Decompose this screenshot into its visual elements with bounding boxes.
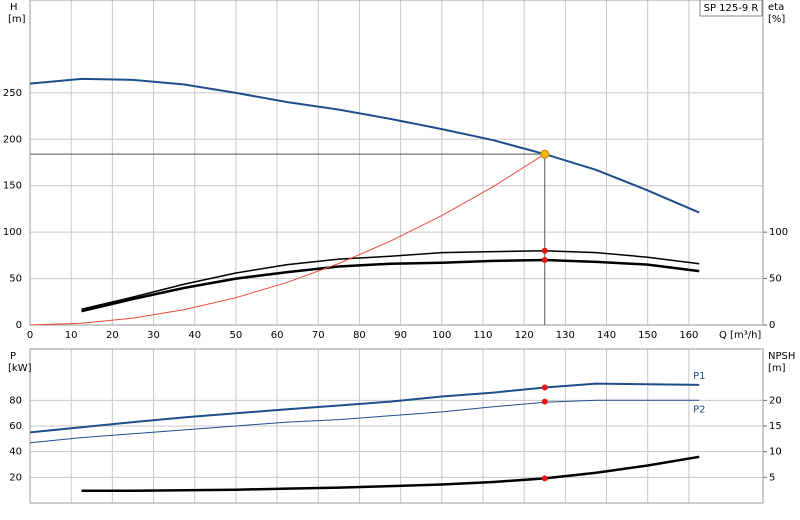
y2-tick-label: 20 bbox=[769, 395, 782, 406]
y-tick-label: 80 bbox=[9, 395, 22, 406]
x-axis-label: Q [m³/h] bbox=[719, 330, 761, 341]
x-tick-label: 80 bbox=[353, 330, 366, 341]
operating-point bbox=[541, 247, 548, 254]
y2-tick-label: 5 bbox=[769, 472, 775, 483]
y2-tick-label: 10 bbox=[769, 447, 782, 458]
y-tick-label: 0 bbox=[16, 320, 22, 331]
x-tick-label: 70 bbox=[312, 330, 325, 341]
x-tick-label: 130 bbox=[556, 330, 575, 341]
curve bbox=[81, 455, 700, 492]
x-tick-label: 100 bbox=[432, 330, 451, 341]
x-tick-label: 140 bbox=[597, 330, 616, 341]
curve bbox=[81, 249, 700, 310]
y-tick-label: 250 bbox=[3, 88, 22, 99]
x-tick-label: 40 bbox=[188, 330, 201, 341]
operating-point bbox=[541, 475, 548, 482]
x-tick-label: 20 bbox=[106, 330, 119, 341]
y-tick-label: 150 bbox=[3, 181, 22, 192]
operating-point bbox=[541, 257, 548, 263]
y-axis-label: H bbox=[10, 2, 18, 13]
y2-axis-label: eta bbox=[768, 2, 784, 13]
y-tick-label: 20 bbox=[9, 472, 22, 483]
x-tick-label: 50 bbox=[230, 330, 243, 341]
series-label: P1 bbox=[693, 371, 705, 382]
y2-tick-label: 50 bbox=[769, 274, 782, 285]
plot-frame bbox=[29, 0, 764, 326]
y-tick-label: 50 bbox=[9, 274, 22, 285]
chart-title: SP 125-9 R bbox=[704, 3, 759, 14]
operating-point bbox=[541, 398, 548, 405]
y2-tick-label: 100 bbox=[769, 227, 788, 238]
y2-axis-label: NPSH bbox=[768, 351, 795, 362]
y-axis-unit: [m] bbox=[8, 14, 26, 25]
title-box bbox=[699, 0, 763, 17]
curve bbox=[81, 258, 700, 313]
series-label: P2 bbox=[693, 404, 705, 415]
curve bbox=[29, 382, 700, 434]
operating-point bbox=[541, 384, 548, 391]
curve bbox=[29, 399, 700, 444]
y-tick-label: 100 bbox=[3, 227, 22, 238]
y-tick-label: 60 bbox=[9, 421, 22, 432]
x-tick-label: 60 bbox=[271, 330, 284, 341]
x-tick-label: 10 bbox=[65, 330, 78, 341]
x-tick-label: 90 bbox=[394, 330, 407, 341]
y2-tick-label: 0 bbox=[769, 320, 775, 331]
x-tick-label: 110 bbox=[473, 330, 492, 341]
x-tick-label: 0 bbox=[27, 330, 33, 341]
curve bbox=[29, 153, 545, 326]
y2-tick-label: 15 bbox=[769, 421, 782, 432]
plots: 0 10 20 30 40 50 60 70 80 90 100 110 120 130 140 150 160… bbox=[3, 0, 795, 504]
curve bbox=[29, 77, 700, 214]
y2-axis-unit: [%] bbox=[768, 14, 785, 25]
x-tick-label: 30 bbox=[147, 330, 160, 341]
plot-frame bbox=[29, 348, 764, 504]
y-axis-label: P bbox=[10, 351, 16, 362]
y-axis-unit: [kW] bbox=[8, 363, 32, 374]
x-tick-label: 120 bbox=[515, 330, 534, 341]
y-tick-label: 40 bbox=[9, 447, 22, 458]
operating-point bbox=[540, 149, 550, 159]
x-tick-label: 160 bbox=[679, 330, 698, 341]
x-tick-label: 150 bbox=[638, 330, 657, 341]
y2-axis-unit: [m] bbox=[768, 363, 786, 374]
y-tick-label: 200 bbox=[3, 134, 22, 145]
